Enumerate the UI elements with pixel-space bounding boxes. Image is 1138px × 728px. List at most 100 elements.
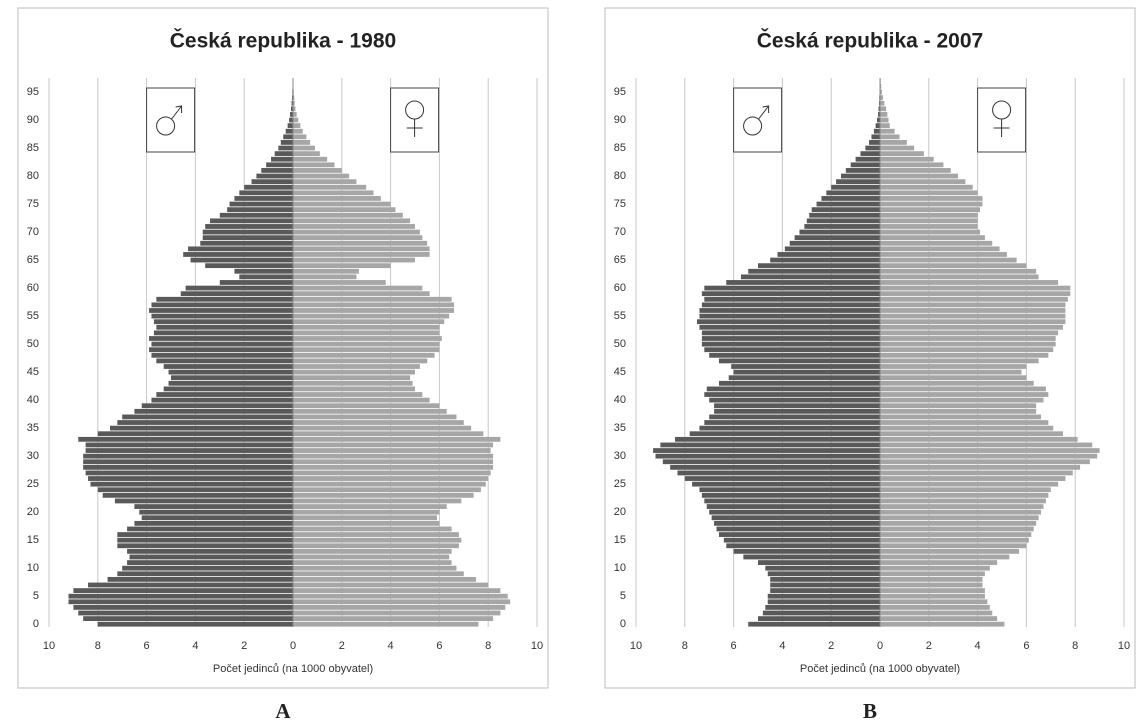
bar [709, 509, 880, 515]
bar [293, 392, 423, 397]
x-tick-label: 6 [436, 640, 442, 652]
bar [141, 515, 293, 521]
bar [129, 554, 293, 560]
bar [293, 453, 494, 459]
bar [873, 128, 880, 134]
y-tick-label: 60 [27, 282, 39, 294]
symbol-box [733, 87, 783, 153]
bar [293, 543, 459, 549]
bar [127, 548, 293, 554]
bar [156, 392, 293, 397]
y-tick-label: 45 [27, 366, 39, 378]
y-tick-label: 60 [614, 282, 626, 294]
bar [293, 274, 357, 280]
bar [90, 481, 293, 487]
x-tick-label: 10 [1118, 640, 1130, 652]
bar [293, 537, 462, 543]
bar [880, 184, 973, 190]
bar [877, 117, 880, 123]
bar [293, 481, 486, 487]
bar [699, 425, 880, 431]
bar [880, 392, 1049, 397]
y-tick-label: 20 [614, 506, 626, 518]
x-tick-label: 6 [144, 640, 150, 652]
y-tick-label: 55 [27, 310, 39, 322]
bar [880, 319, 1066, 325]
bar [293, 235, 423, 241]
panel-label: B [863, 699, 877, 723]
bar [677, 470, 880, 476]
y-tick-label: 40 [614, 394, 626, 406]
bar [880, 84, 882, 89]
bar [200, 240, 293, 246]
bar [117, 532, 293, 537]
bar [293, 604, 506, 610]
bar [293, 156, 328, 162]
bar [168, 380, 293, 386]
bar [880, 274, 1039, 280]
bar [880, 347, 1054, 353]
bar [880, 123, 890, 129]
bar [171, 375, 293, 381]
bar [770, 576, 880, 582]
bar [122, 565, 293, 571]
bar [880, 257, 1017, 263]
bar [714, 408, 880, 414]
bar [293, 196, 381, 201]
bar [293, 532, 459, 537]
y-tick-label: 85 [27, 142, 39, 154]
bar [141, 403, 293, 409]
y-tick-label: 55 [614, 310, 626, 322]
bar [880, 380, 1034, 386]
bar [704, 420, 880, 425]
bar [293, 375, 411, 381]
bar [845, 168, 880, 173]
bar [293, 414, 457, 420]
bar [293, 459, 494, 465]
y-tick-label: 10 [614, 562, 626, 574]
bar [290, 112, 293, 117]
bar [88, 582, 293, 588]
bar [762, 610, 880, 616]
bar [293, 431, 484, 437]
bar [880, 476, 1066, 481]
x-tick-label: 4 [192, 640, 198, 652]
bar [293, 425, 472, 431]
bar [806, 218, 880, 224]
bar [293, 145, 315, 151]
bar [293, 358, 428, 364]
panel-label: A [275, 699, 291, 723]
bar [697, 319, 880, 325]
bar [205, 224, 293, 229]
bar [731, 364, 880, 369]
x-tick-label: 6 [1023, 640, 1029, 652]
bar [293, 308, 455, 313]
bar [293, 520, 440, 526]
bar [701, 291, 880, 297]
bar [880, 548, 1020, 554]
bar [709, 397, 880, 403]
bar [701, 330, 880, 336]
bar [285, 128, 293, 134]
bar [85, 470, 293, 476]
bar [831, 184, 880, 190]
bar [97, 621, 293, 627]
male-symbol [156, 116, 176, 136]
y-tick-label: 35 [27, 422, 39, 434]
bar [293, 95, 295, 101]
bar [880, 481, 1059, 487]
bar [149, 347, 293, 353]
bar [122, 414, 293, 420]
bar [758, 560, 880, 565]
bar [726, 543, 880, 549]
x-tick-label: 4 [975, 640, 981, 652]
bar [733, 548, 880, 554]
bar [293, 599, 511, 605]
bar [714, 520, 880, 526]
bar [826, 190, 880, 196]
bar [880, 526, 1034, 532]
bar [692, 481, 880, 487]
bar [789, 240, 880, 246]
bar [811, 207, 880, 213]
